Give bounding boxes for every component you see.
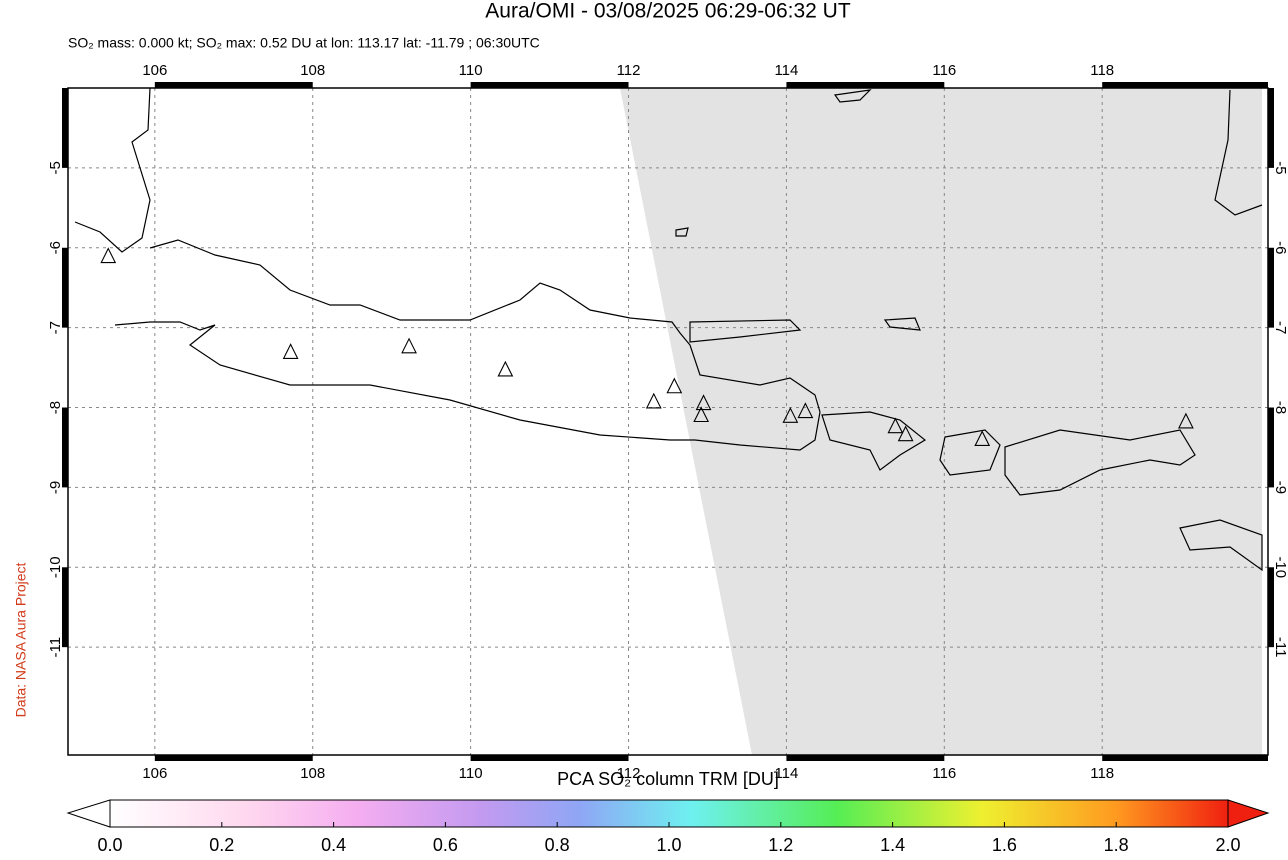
- colorbar-tick-label: 1.0: [656, 835, 681, 855]
- border-bar: [786, 82, 945, 88]
- title: Aura/OMI - 03/08/2025 06:29-06:32 UT: [485, 0, 851, 23]
- x-tick-label: 118: [1090, 765, 1114, 782]
- subtitle: SO₂ mass: 0.000 kt; SO₂ max: 0.52 DU at …: [68, 35, 540, 51]
- x-tick-label: 116: [932, 765, 956, 782]
- volcano: [100, 247, 117, 264]
- coastlines: [74, 88, 1263, 572]
- y-tick-label: -11: [47, 637, 64, 658]
- colorbar-tick-label: 0.2: [209, 835, 234, 855]
- border-bar: [470, 755, 629, 761]
- volcano: [401, 337, 417, 354]
- x-tick-label: 112: [617, 62, 641, 79]
- volcano: [887, 417, 904, 434]
- volcano: [282, 343, 299, 359]
- volcano: [693, 406, 710, 423]
- border-bar: [1268, 407, 1274, 488]
- colorbar-over: [1227, 799, 1270, 828]
- volcano: [797, 402, 814, 419]
- border-bar: [1268, 567, 1274, 648]
- x-tick-label: 118: [1090, 62, 1114, 79]
- volcano: [645, 392, 662, 409]
- border-bar: [1102, 82, 1268, 88]
- volcano: [695, 394, 712, 411]
- border-bar: [154, 82, 313, 88]
- border-bar: [62, 88, 68, 168]
- x-tick-label: 110: [459, 765, 483, 782]
- colorbar-tick-label: 1.6: [992, 835, 1017, 855]
- map-area: [68, 88, 1268, 755]
- x-tick-label: 106: [142, 765, 167, 782]
- border-bar: [786, 755, 945, 761]
- y-tick-label: -11: [1272, 637, 1288, 658]
- colorbar-tick-label: 1.8: [1104, 835, 1129, 855]
- colorbar-under: [66, 799, 111, 828]
- x-tick-label: 112: [617, 765, 641, 782]
- y-tick-label: -7: [1272, 321, 1288, 334]
- x-tick-label: 110: [459, 62, 483, 79]
- x-tick-label: 114: [774, 765, 798, 782]
- y-tick-label: -5: [1272, 161, 1288, 174]
- border-bar: [62, 567, 68, 648]
- volcano: [782, 407, 799, 423]
- volcano: [1178, 412, 1194, 429]
- y-tick-label: -8: [47, 401, 64, 414]
- colorbar-tick-label: 1.2: [768, 835, 793, 855]
- border-bar: [154, 755, 313, 761]
- x-tick-label: 114: [774, 62, 798, 79]
- colorbar-tick-label: 0.6: [433, 835, 458, 855]
- colorbar-tick-label: 0.0: [97, 835, 122, 855]
- border-bar: [1268, 247, 1274, 328]
- y-tick-label: -10: [1272, 556, 1288, 578]
- colorbar-label: PCA SO₂ column TRM [DU]: [557, 769, 779, 789]
- x-tick-label: 106: [142, 62, 167, 79]
- y-tick-label: -8: [1272, 401, 1288, 414]
- x-tick-label: 108: [300, 62, 325, 79]
- y-tick-label: -6: [47, 241, 64, 254]
- volcano: [974, 430, 991, 447]
- border-bar: [62, 407, 68, 488]
- colorbar-tick-label: 0.8: [545, 835, 570, 855]
- y-tick-label: -10: [47, 556, 64, 578]
- y-tick-label: -7: [47, 321, 64, 334]
- x-tick-label: 108: [300, 765, 325, 782]
- colorbar-tick-label: 1.4: [880, 835, 905, 855]
- credit: Data: NASA Aura Project: [13, 562, 29, 717]
- border-bar: [1268, 88, 1274, 168]
- volcano: [897, 425, 914, 442]
- swath-gap: [620, 88, 1262, 755]
- y-tick-label: -5: [47, 161, 64, 174]
- y-tick-label: -6: [1272, 241, 1288, 254]
- colorbar-tick-label: 0.4: [321, 835, 346, 855]
- y-tick-label: -9: [1272, 481, 1288, 494]
- border-bar: [1102, 755, 1268, 761]
- y-tick-label: -9: [47, 481, 64, 494]
- x-tick-label: 116: [932, 62, 956, 79]
- volcano: [666, 377, 683, 394]
- colorbar-tick-label: 2.0: [1215, 835, 1240, 855]
- volcano: [497, 360, 514, 377]
- border-bar: [62, 247, 68, 328]
- border-bar: [470, 82, 629, 88]
